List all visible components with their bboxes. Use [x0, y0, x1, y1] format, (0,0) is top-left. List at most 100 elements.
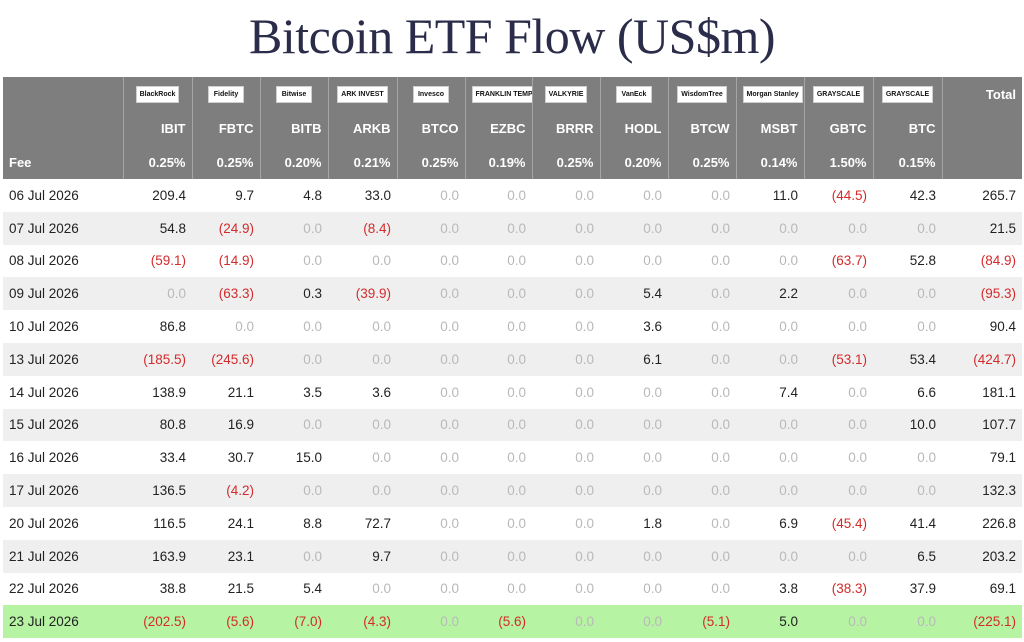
etf-flow-table: BlackRock Fidelity Bitwise ARK INVEST Invesc…	[3, 77, 1022, 639]
flow-cell: 0.0	[736, 342, 804, 376]
issuer-logo: VALKYRIE	[544, 85, 588, 103]
ticker-header: BTCW	[667, 111, 736, 145]
flow-cell: 0.0	[873, 441, 942, 475]
flow-cell: 21.1	[192, 375, 260, 409]
issuer-logo: Fidelity	[208, 85, 244, 103]
flow-cell: 163.9	[123, 539, 192, 573]
flow-cell: 0.0	[532, 441, 600, 475]
flow-cell: 3.5	[260, 375, 328, 409]
flow-cell: 0.0	[668, 572, 736, 606]
date-cell: 08 Jul 2026	[3, 244, 123, 278]
flow-cell: (59.1)	[123, 244, 192, 278]
date-cell: 17 Jul 2026	[3, 474, 123, 507]
table-row: 06 Jul 2026 209.4 9.7 4.8 33.0 0.0 0.0 0.0 0.0 0.…	[3, 179, 1022, 212]
flow-cell: 0.0	[668, 506, 736, 540]
ticker-header: BITB	[259, 111, 328, 145]
ticker-header: BRRR	[531, 111, 600, 145]
flow-cell: (7.0)	[260, 605, 328, 639]
flow-cell: 0.0	[804, 605, 873, 639]
flow-cell: 0.0	[465, 441, 532, 475]
flow-cell: 0.0	[465, 310, 532, 343]
flow-cell: 80.8	[123, 408, 192, 442]
fee-label: Fee	[3, 145, 123, 179]
date-cell: 21 Jul 2026	[3, 539, 123, 573]
ticker-header: FBTC	[191, 111, 260, 145]
flow-cell: 0.0	[397, 539, 465, 573]
flow-cell: 38.8	[123, 572, 192, 606]
flow-cell: 41.4	[873, 506, 942, 540]
flow-cell: 0.0	[397, 277, 465, 311]
total-cell: 79.1	[942, 441, 1022, 475]
flow-cell: 6.6	[873, 375, 942, 409]
flow-cell: 0.0	[328, 441, 397, 475]
flow-cell: 0.0	[465, 179, 532, 212]
issuer-logo-cell: ARK INVEST	[327, 77, 397, 111]
flow-cell: 0.0	[260, 408, 328, 442]
issuer-logo-cell: BlackRock	[122, 77, 192, 111]
issuer-logo-cell: VALKYRIE	[531, 77, 600, 111]
flow-cell: 15.0	[260, 441, 328, 475]
flow-cell: 0.0	[532, 539, 600, 573]
issuer-logo-cell: Morgan Stanley	[735, 77, 804, 111]
flow-cell: 72.7	[328, 506, 397, 540]
flow-cell: 0.0	[600, 244, 668, 278]
flow-cell: 0.0	[260, 244, 328, 278]
flow-cell: 138.9	[123, 375, 192, 409]
issuer-logo-cell: FRANKLIN TEMPLETON	[464, 77, 532, 111]
flow-cell: 0.0	[668, 277, 736, 311]
flow-cell: 23.1	[192, 539, 260, 573]
issuer-logo: ARK INVEST	[337, 85, 388, 103]
fee-value: 0.25%	[396, 145, 465, 179]
flow-cell: 0.0	[736, 539, 804, 573]
flow-cell: 0.0	[397, 474, 465, 507]
flow-cell: 0.3	[260, 277, 328, 311]
flow-cell: 0.0	[260, 310, 328, 343]
issuer-logo: GRAYSCALE	[881, 85, 934, 103]
flow-cell: 0.0	[873, 211, 942, 245]
flow-cell: 0.0	[328, 572, 397, 606]
flow-cell: 4.8	[260, 179, 328, 212]
flow-cell: 0.0	[668, 342, 736, 376]
flow-cell: (5.1)	[668, 605, 736, 639]
flow-cell: 209.4	[123, 179, 192, 212]
issuer-logo-cell: Invesco	[396, 77, 465, 111]
flow-cell: 30.7	[192, 441, 260, 475]
table-row: 08 Jul 2026 (59.1) (14.9) 0.0 0.0 0.0 0.0 0.0 0.…	[3, 244, 1022, 278]
flow-cell: 0.0	[397, 408, 465, 442]
table-row: 23 Jul 2026 (202.5) (5.6) (7.0) (4.3) 0.0 (5.6…	[3, 605, 1022, 639]
ticker-header: HODL	[599, 111, 668, 145]
flow-cell: 0.0	[260, 211, 328, 245]
flow-cell: 0.0	[532, 211, 600, 245]
table-row: 14 Jul 2026 138.9 21.1 3.5 3.6 0.0 0.0 0.0 0.0 0.…	[3, 375, 1022, 409]
flow-cell: (45.4)	[804, 506, 873, 540]
flow-cell: (5.6)	[192, 605, 260, 639]
total-cell: (84.9)	[942, 244, 1022, 278]
flow-cell: 0.0	[736, 474, 804, 507]
issuer-logo: Invesco	[413, 85, 449, 103]
flow-cell: 0.0	[328, 244, 397, 278]
flow-cell: 0.0	[873, 474, 942, 507]
flow-cell: 136.5	[123, 474, 192, 507]
flow-cell: 0.0	[804, 408, 873, 442]
flow-cell: (44.5)	[804, 179, 873, 212]
issuer-logo-cell: Bitwise	[259, 77, 328, 111]
flow-cell: 0.0	[736, 211, 804, 245]
table-row: 07 Jul 2026 54.8 (24.9) 0.0 (8.4) 0.0 0.0 0.0 0.…	[3, 211, 1022, 245]
date-cell: 23 Jul 2026	[3, 605, 123, 639]
flow-cell: 0.0	[600, 605, 668, 639]
flow-cell: 33.0	[328, 179, 397, 212]
ticker-header: BTC	[872, 111, 942, 145]
ticker-header: GBTC	[803, 111, 873, 145]
flow-cell: (245.6)	[192, 342, 260, 376]
fee-value: 0.25%	[122, 145, 192, 179]
flow-cell: (4.3)	[328, 605, 397, 639]
fee-total-spacer	[941, 145, 1022, 179]
page-title: Bitcoin ETF Flow (US$m)	[248, 8, 776, 64]
flow-cell: 0.0	[600, 572, 668, 606]
total-cell: (424.7)	[942, 342, 1022, 376]
flow-cell: 24.1	[192, 506, 260, 540]
table-row: 20 Jul 2026 116.5 24.1 8.8 72.7 0.0 0.0 0.0 1.8 0…	[3, 506, 1022, 540]
flow-cell: 3.6	[328, 375, 397, 409]
flow-cell: 0.0	[600, 441, 668, 475]
ticker-header: ARKB	[327, 111, 397, 145]
